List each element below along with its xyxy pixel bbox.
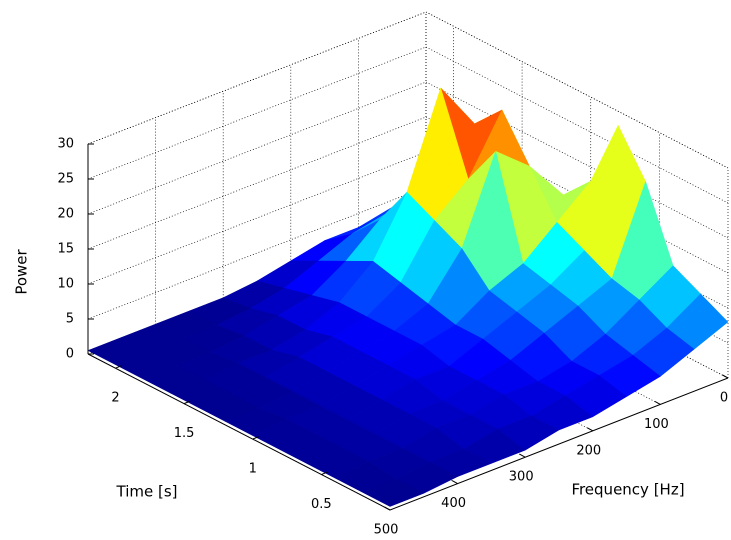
x-tick — [519, 453, 526, 458]
z-tick-label: 0 — [66, 347, 74, 362]
x-tick — [654, 400, 661, 405]
x-tick-label: 200 — [576, 443, 601, 458]
z-tick-label: 25 — [57, 172, 74, 187]
y-tick-label: 1 — [249, 462, 257, 477]
x-axis-title: Frequency [Hz] — [571, 481, 684, 499]
grid-line — [87, 81, 427, 215]
grid-line — [87, 186, 427, 320]
x-tick — [722, 374, 729, 379]
z-tick-label: 20 — [57, 207, 74, 222]
y-tick-label: 0.5 — [311, 497, 332, 512]
z-tick-label: 15 — [57, 242, 74, 257]
x-tick-label: 300 — [509, 470, 534, 485]
grid-line — [87, 46, 427, 180]
x-tick-label: 500 — [374, 523, 399, 538]
grid-line — [87, 151, 427, 285]
y-tick — [321, 471, 328, 476]
z-tick-label: 30 — [57, 137, 74, 152]
z-axis-title: Power — [13, 248, 31, 294]
surface-patch — [362, 478, 425, 507]
y-tick-label: 1.5 — [174, 426, 195, 441]
y-axis — [87, 353, 391, 511]
y-tick-label: 2 — [111, 391, 119, 406]
x-tick — [451, 480, 458, 485]
grid-line — [87, 11, 427, 145]
x-tick-label: 0 — [720, 391, 728, 406]
y-tick — [115, 365, 122, 369]
y-tick — [183, 400, 191, 405]
y-axis-title: Time [s] — [116, 483, 178, 501]
y-tick — [252, 436, 259, 440]
x-tick — [587, 427, 594, 432]
x-axis — [389, 377, 729, 511]
x-tick-label: 400 — [441, 496, 466, 511]
z-tick-label: 10 — [57, 277, 74, 292]
surface — [87, 87, 729, 507]
x-tick — [384, 506, 391, 511]
z-tick-label: 5 — [66, 312, 74, 327]
grid-line — [87, 116, 427, 250]
x-tick-label: 100 — [644, 417, 669, 432]
